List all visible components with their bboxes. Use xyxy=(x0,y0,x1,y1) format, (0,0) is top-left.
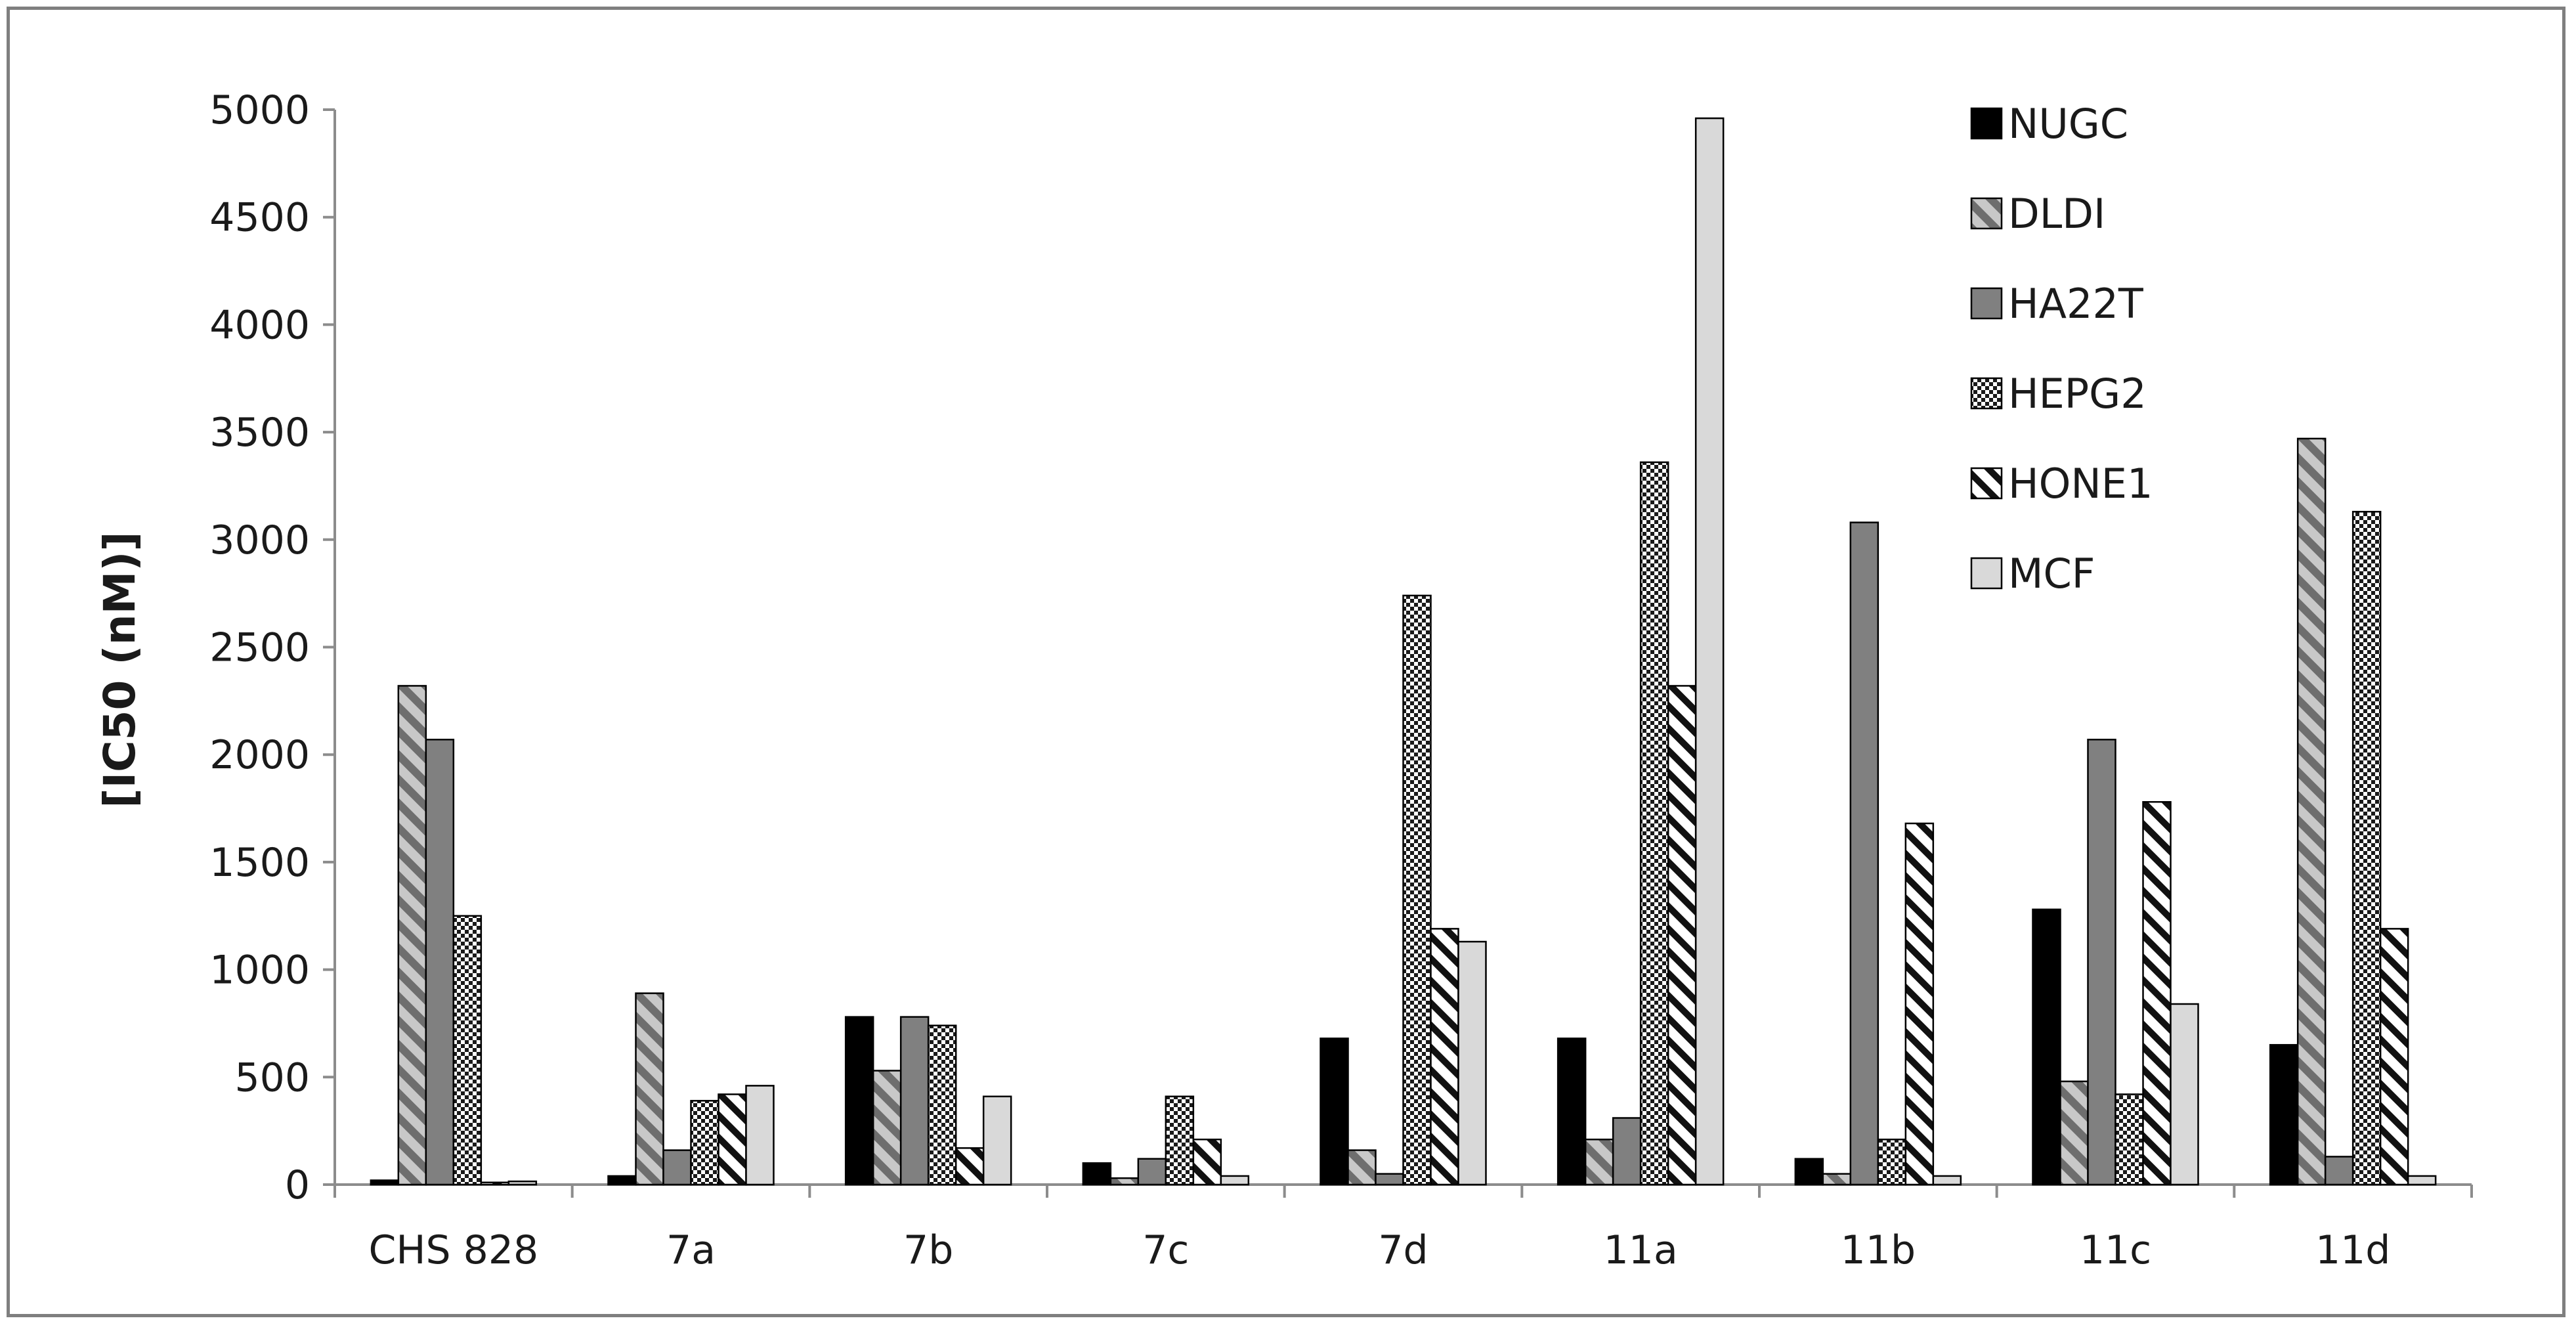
legend-label-nugc: NUGC xyxy=(2008,100,2128,148)
legend-label-hepg2: HEPG2 xyxy=(2008,370,2147,418)
bar-11d-mcf xyxy=(2407,1175,2437,1186)
bar-7c-hone1 xyxy=(1192,1138,1222,1186)
bar-11b-hepg2 xyxy=(1877,1138,1907,1186)
x-tick-label-11a: 11a xyxy=(1604,1227,1678,1273)
x-tick-label-7c: 7c xyxy=(1142,1227,1189,1273)
y-tick-label: 5000 xyxy=(209,87,310,133)
x-tick-label-11b: 11b xyxy=(1841,1227,1916,1273)
legend-swatch-nugc xyxy=(1970,107,2003,140)
bar-chs-828-hepg2 xyxy=(452,915,483,1186)
bar-11c-hepg2 xyxy=(2114,1093,2144,1186)
bar-7b-dldi xyxy=(872,1070,902,1186)
x-tick-label-chs-828: CHS 828 xyxy=(368,1227,538,1273)
bar-7c-mcf xyxy=(1220,1175,1250,1186)
bar-7a-mcf xyxy=(745,1085,775,1186)
bar-11a-nugc xyxy=(1556,1038,1587,1186)
bar-11b-mcf xyxy=(1932,1175,1962,1186)
bar-7d-hepg2 xyxy=(1402,594,1432,1186)
legend-swatch-ha22t xyxy=(1970,287,2003,320)
bar-11d-nugc xyxy=(2269,1043,2299,1186)
y-tick-label: 2000 xyxy=(209,732,310,778)
bar-7d-dldi xyxy=(1347,1149,1377,1186)
legend-swatch-hepg2 xyxy=(1970,377,2003,410)
y-tick-label: 4000 xyxy=(209,302,310,348)
legend-label-dldi: DLDI xyxy=(2008,190,2105,238)
bar-chs-828-hone1 xyxy=(480,1181,510,1186)
bar-7b-hone1 xyxy=(955,1147,985,1186)
bar-11a-hone1 xyxy=(1667,685,1697,1186)
bars xyxy=(370,117,2437,1186)
legend-label-hone1: HONE1 xyxy=(2008,460,2153,508)
bar-11c-mcf xyxy=(2170,1003,2199,1186)
y-tick-label: 3500 xyxy=(209,410,310,456)
bar-11b-ha22t xyxy=(1849,521,1879,1186)
bar-11a-ha22t xyxy=(1612,1117,1642,1186)
bar-11a-dldi xyxy=(1584,1138,1614,1186)
legend-swatch-dldi xyxy=(1970,197,2003,230)
x-tick-label-7d: 7d xyxy=(1378,1227,1428,1273)
bar-7b-nugc xyxy=(844,1016,874,1186)
bar-chs-828-nugc xyxy=(370,1179,400,1186)
y-axis-label: [IC50 (nM)] xyxy=(95,531,145,808)
bar-11a-mcf xyxy=(1694,117,1725,1186)
y-tick-label: 4500 xyxy=(209,195,310,241)
bar-7b-mcf xyxy=(982,1095,1012,1186)
bar-11c-nugc xyxy=(2032,908,2061,1186)
legend-label-ha22t: HA22T xyxy=(2008,280,2144,328)
bar-7c-hepg2 xyxy=(1165,1095,1195,1186)
bar-7a-nugc xyxy=(607,1175,637,1186)
y-tick-label: 1000 xyxy=(209,948,310,994)
y-tick-label: 2500 xyxy=(209,625,310,671)
bar-7d-mcf xyxy=(1457,940,1487,1186)
bar-chs-828-dldi xyxy=(397,685,427,1186)
bar-11b-hone1 xyxy=(1904,822,1935,1186)
bar-11b-dldi xyxy=(1822,1173,1852,1186)
bar-7c-ha22t xyxy=(1137,1158,1167,1186)
legend-swatch-mcf xyxy=(1970,557,2003,590)
bar-11d-dldi xyxy=(2296,437,2327,1186)
y-tick-label: 500 xyxy=(234,1055,310,1101)
bar-11c-dldi xyxy=(2059,1080,2089,1186)
bar-chs-828-mcf xyxy=(507,1180,538,1186)
bar-11b-nugc xyxy=(1794,1158,1824,1186)
bar-11d-hepg2 xyxy=(2351,510,2382,1186)
bar-11c-hone1 xyxy=(2142,800,2172,1186)
bar-7d-nugc xyxy=(1320,1038,1349,1186)
legend: NUGC DLDI HA22T HEPG2 HONE1 MCF xyxy=(1970,100,2153,598)
bar-7b-hepg2 xyxy=(927,1024,957,1186)
y-tick-label: 1500 xyxy=(209,840,310,886)
x-tick-label-11c: 11c xyxy=(2080,1227,2151,1273)
bar-7a-dldi xyxy=(635,992,664,1186)
bar-chs-828-ha22t xyxy=(425,739,455,1186)
x-tick-label-7b: 7b xyxy=(903,1227,953,1273)
bar-7d-hone1 xyxy=(1430,928,1459,1186)
bar-7d-ha22t xyxy=(1375,1173,1404,1186)
y-tick-label: 3000 xyxy=(209,517,310,563)
bar-11d-hone1 xyxy=(2379,928,2409,1186)
bar-11c-ha22t xyxy=(2087,739,2116,1186)
x-tick-label-7a: 7a xyxy=(666,1227,716,1273)
bar-11a-hepg2 xyxy=(1639,461,1669,1186)
bar-7c-dldi xyxy=(1109,1177,1140,1186)
bar-11d-ha22t xyxy=(2324,1156,2354,1186)
bar-7a-hone1 xyxy=(718,1093,747,1186)
x-tick-label-11d: 11d xyxy=(2315,1227,2390,1273)
bar-7a-ha22t xyxy=(662,1149,692,1186)
legend-label-mcf: MCF xyxy=(2008,550,2095,598)
legend-swatch-hone1 xyxy=(1970,467,2003,500)
bar-7c-nugc xyxy=(1082,1162,1112,1186)
y-tick-label: 0 xyxy=(285,1162,310,1208)
bar-7b-ha22t xyxy=(899,1016,930,1186)
bar-7a-hepg2 xyxy=(690,1100,719,1186)
